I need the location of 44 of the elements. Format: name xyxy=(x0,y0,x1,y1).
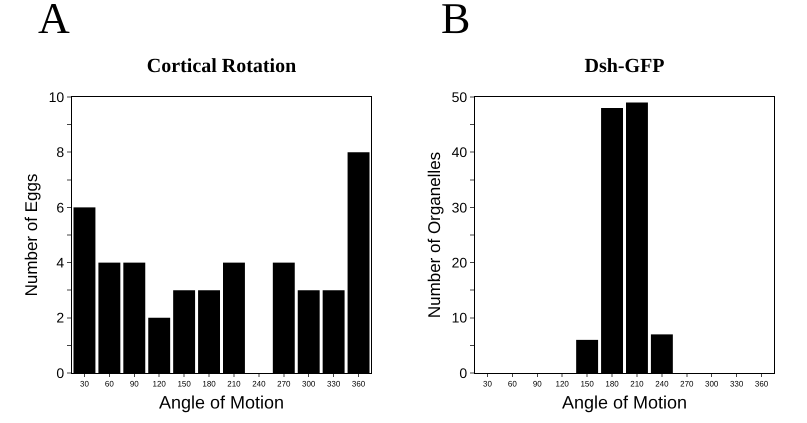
x-tick-label: 180 xyxy=(605,380,620,389)
chart-title: Dsh-GFP xyxy=(584,54,664,77)
y-tick-label: 40 xyxy=(452,144,468,160)
y-tick-label: 4 xyxy=(56,254,64,270)
y-tick-label: 2 xyxy=(56,310,64,326)
x-tick-label: 270 xyxy=(680,380,694,389)
y-axis-title: Number of Organelles xyxy=(425,152,444,318)
x-tick-label: 240 xyxy=(252,380,266,389)
x-tick-label: 90 xyxy=(130,380,140,389)
y-tick-label: 10 xyxy=(48,88,64,105)
y-axis-title: Number of Eggs xyxy=(22,174,42,296)
x-tick-label: 120 xyxy=(556,380,570,389)
x-tick-label: 90 xyxy=(532,380,542,389)
x-tick-label: 180 xyxy=(202,380,216,389)
x-tick-label: 30 xyxy=(483,380,492,389)
y-tick-label: 8 xyxy=(56,144,64,160)
x-tick-label: 240 xyxy=(655,380,670,389)
x-axis-title: Angle of Motion xyxy=(562,392,688,413)
x-tick-label: 300 xyxy=(705,380,719,389)
x-tick-label: 330 xyxy=(326,380,341,389)
x-tick-label: 120 xyxy=(152,380,166,389)
y-tick-label: 30 xyxy=(452,199,468,216)
x-tick-label: 210 xyxy=(227,380,242,389)
x-axis-title: Angle of Motion xyxy=(158,392,284,413)
x-tick-label: 150 xyxy=(580,380,594,389)
x-tick-label: 60 xyxy=(508,380,518,389)
y-tick-label: 10 xyxy=(452,310,468,326)
x-tick-label: 300 xyxy=(302,380,316,389)
x-tick-label: 360 xyxy=(352,380,366,389)
y-tick-label: 20 xyxy=(452,254,468,270)
x-tick-label: 30 xyxy=(80,380,90,389)
x-tick-label: 330 xyxy=(730,380,744,389)
text: B xyxy=(441,0,470,43)
y-tick-label: 50 xyxy=(452,88,468,105)
x-tick-label: 150 xyxy=(177,380,192,389)
y-tick-label: 0 xyxy=(459,364,468,381)
text: A xyxy=(38,0,70,43)
chart-title: Cortical Rotation xyxy=(146,54,296,77)
y-tick-label: 6 xyxy=(56,199,64,216)
x-tick-label: 360 xyxy=(754,380,769,389)
x-tick-label: 270 xyxy=(277,380,292,389)
x-tick-label: 210 xyxy=(630,380,644,389)
y-tick-label: 0 xyxy=(56,364,64,381)
x-tick-label: 60 xyxy=(104,380,114,389)
